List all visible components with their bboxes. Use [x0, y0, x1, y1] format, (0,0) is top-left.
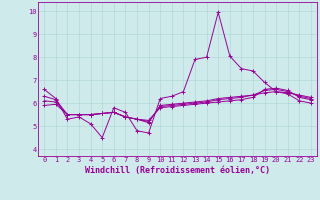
X-axis label: Windchill (Refroidissement éolien,°C): Windchill (Refroidissement éolien,°C) [85, 166, 270, 175]
